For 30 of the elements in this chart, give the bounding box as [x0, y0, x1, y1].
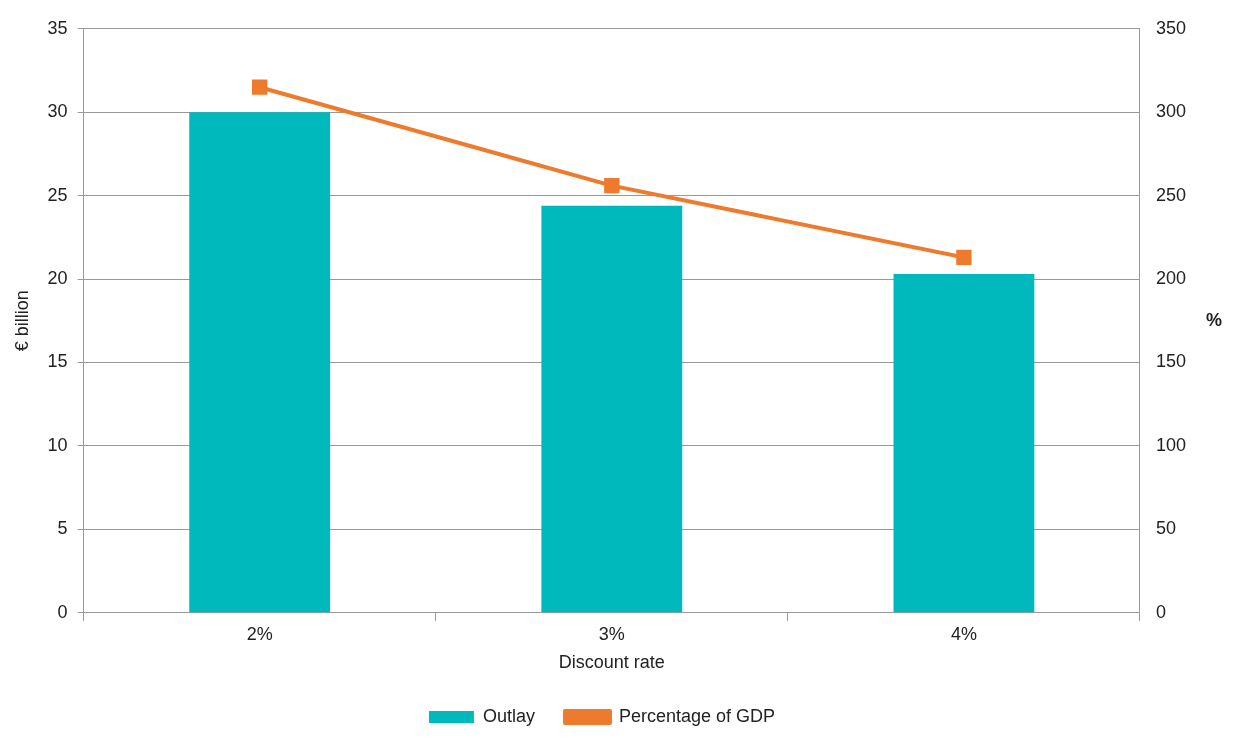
- bar: [541, 205, 683, 613]
- point: [252, 79, 268, 95]
- legend-label: Outlay: [482, 705, 535, 726]
- y2-axis-title: %: [1205, 309, 1222, 330]
- x-axis-title: Discount rate: [558, 652, 665, 673]
- y-tick-label: 5: [57, 518, 68, 539]
- y2-tick-label: 200: [1155, 268, 1187, 289]
- y-tick-label: 0: [57, 601, 68, 622]
- y-tick-label: 15: [47, 351, 68, 372]
- y2-tick-label: 50: [1155, 518, 1176, 539]
- y2-tick-label: 350: [1155, 17, 1187, 38]
- point: [956, 249, 972, 266]
- y-tick-label: 35: [47, 17, 68, 38]
- y-tick-label: 25: [47, 184, 68, 205]
- bar: [189, 112, 331, 613]
- x-tick-label: 4%: [950, 623, 977, 644]
- bar: [893, 274, 1035, 613]
- x-tick-label: 3%: [598, 623, 625, 644]
- y-tick-label: 30: [47, 101, 68, 122]
- y2-tick-label: 150: [1155, 351, 1187, 372]
- y2-tick-label: 0: [1155, 601, 1166, 622]
- y-tick-label: 10: [47, 434, 68, 455]
- point: [604, 177, 620, 194]
- x-tick-label: 2%: [246, 623, 273, 644]
- y2-tick-label: 100: [1155, 434, 1187, 455]
- y-tick-label: 20: [47, 268, 68, 289]
- y2-tick-label: 250: [1155, 184, 1187, 205]
- y2-tick-label: 300: [1155, 101, 1187, 122]
- legend-label: Percentage of GDP: [618, 705, 776, 726]
- y-axis-title: € billion: [11, 290, 32, 352]
